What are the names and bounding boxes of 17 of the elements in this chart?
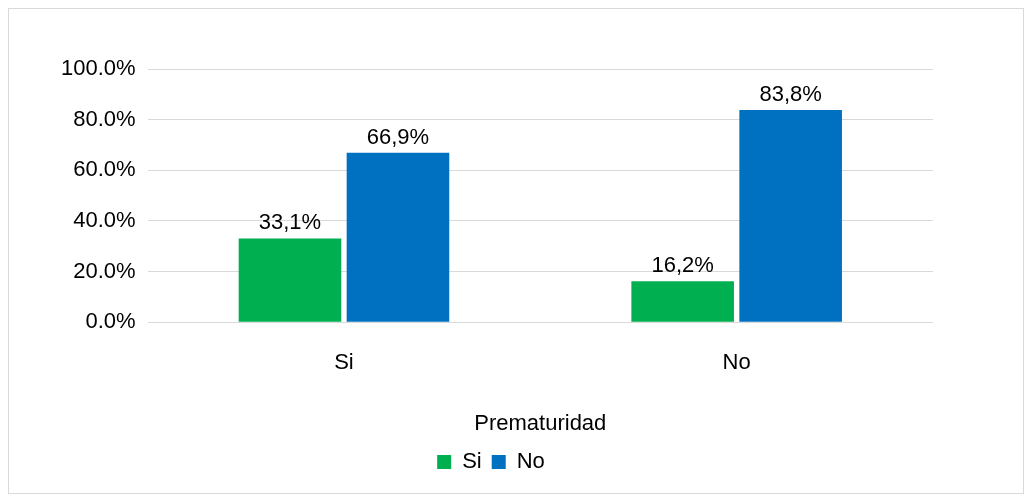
y-tick-label: 0.0% <box>85 308 136 334</box>
bar <box>631 281 734 322</box>
data-label: 83,8% <box>759 81 822 107</box>
y-tick-label: 100.0% <box>60 55 136 81</box>
bar <box>739 110 842 322</box>
y-tick-label: 20.0% <box>73 257 136 283</box>
x-axis-title: Prematuridad <box>474 409 607 435</box>
legend-label: Si <box>462 448 482 474</box>
y-tick-label: 80.0% <box>73 105 136 131</box>
y-tick-label: 60.0% <box>73 156 136 182</box>
y-tick-label: 40.0% <box>73 206 136 232</box>
legend-label: No <box>516 448 545 474</box>
bar <box>346 152 450 322</box>
data-label: 33,1% <box>258 209 322 235</box>
data-label: 66,9% <box>366 123 430 149</box>
bar <box>238 238 342 322</box>
data-label: 16,2% <box>651 252 714 278</box>
